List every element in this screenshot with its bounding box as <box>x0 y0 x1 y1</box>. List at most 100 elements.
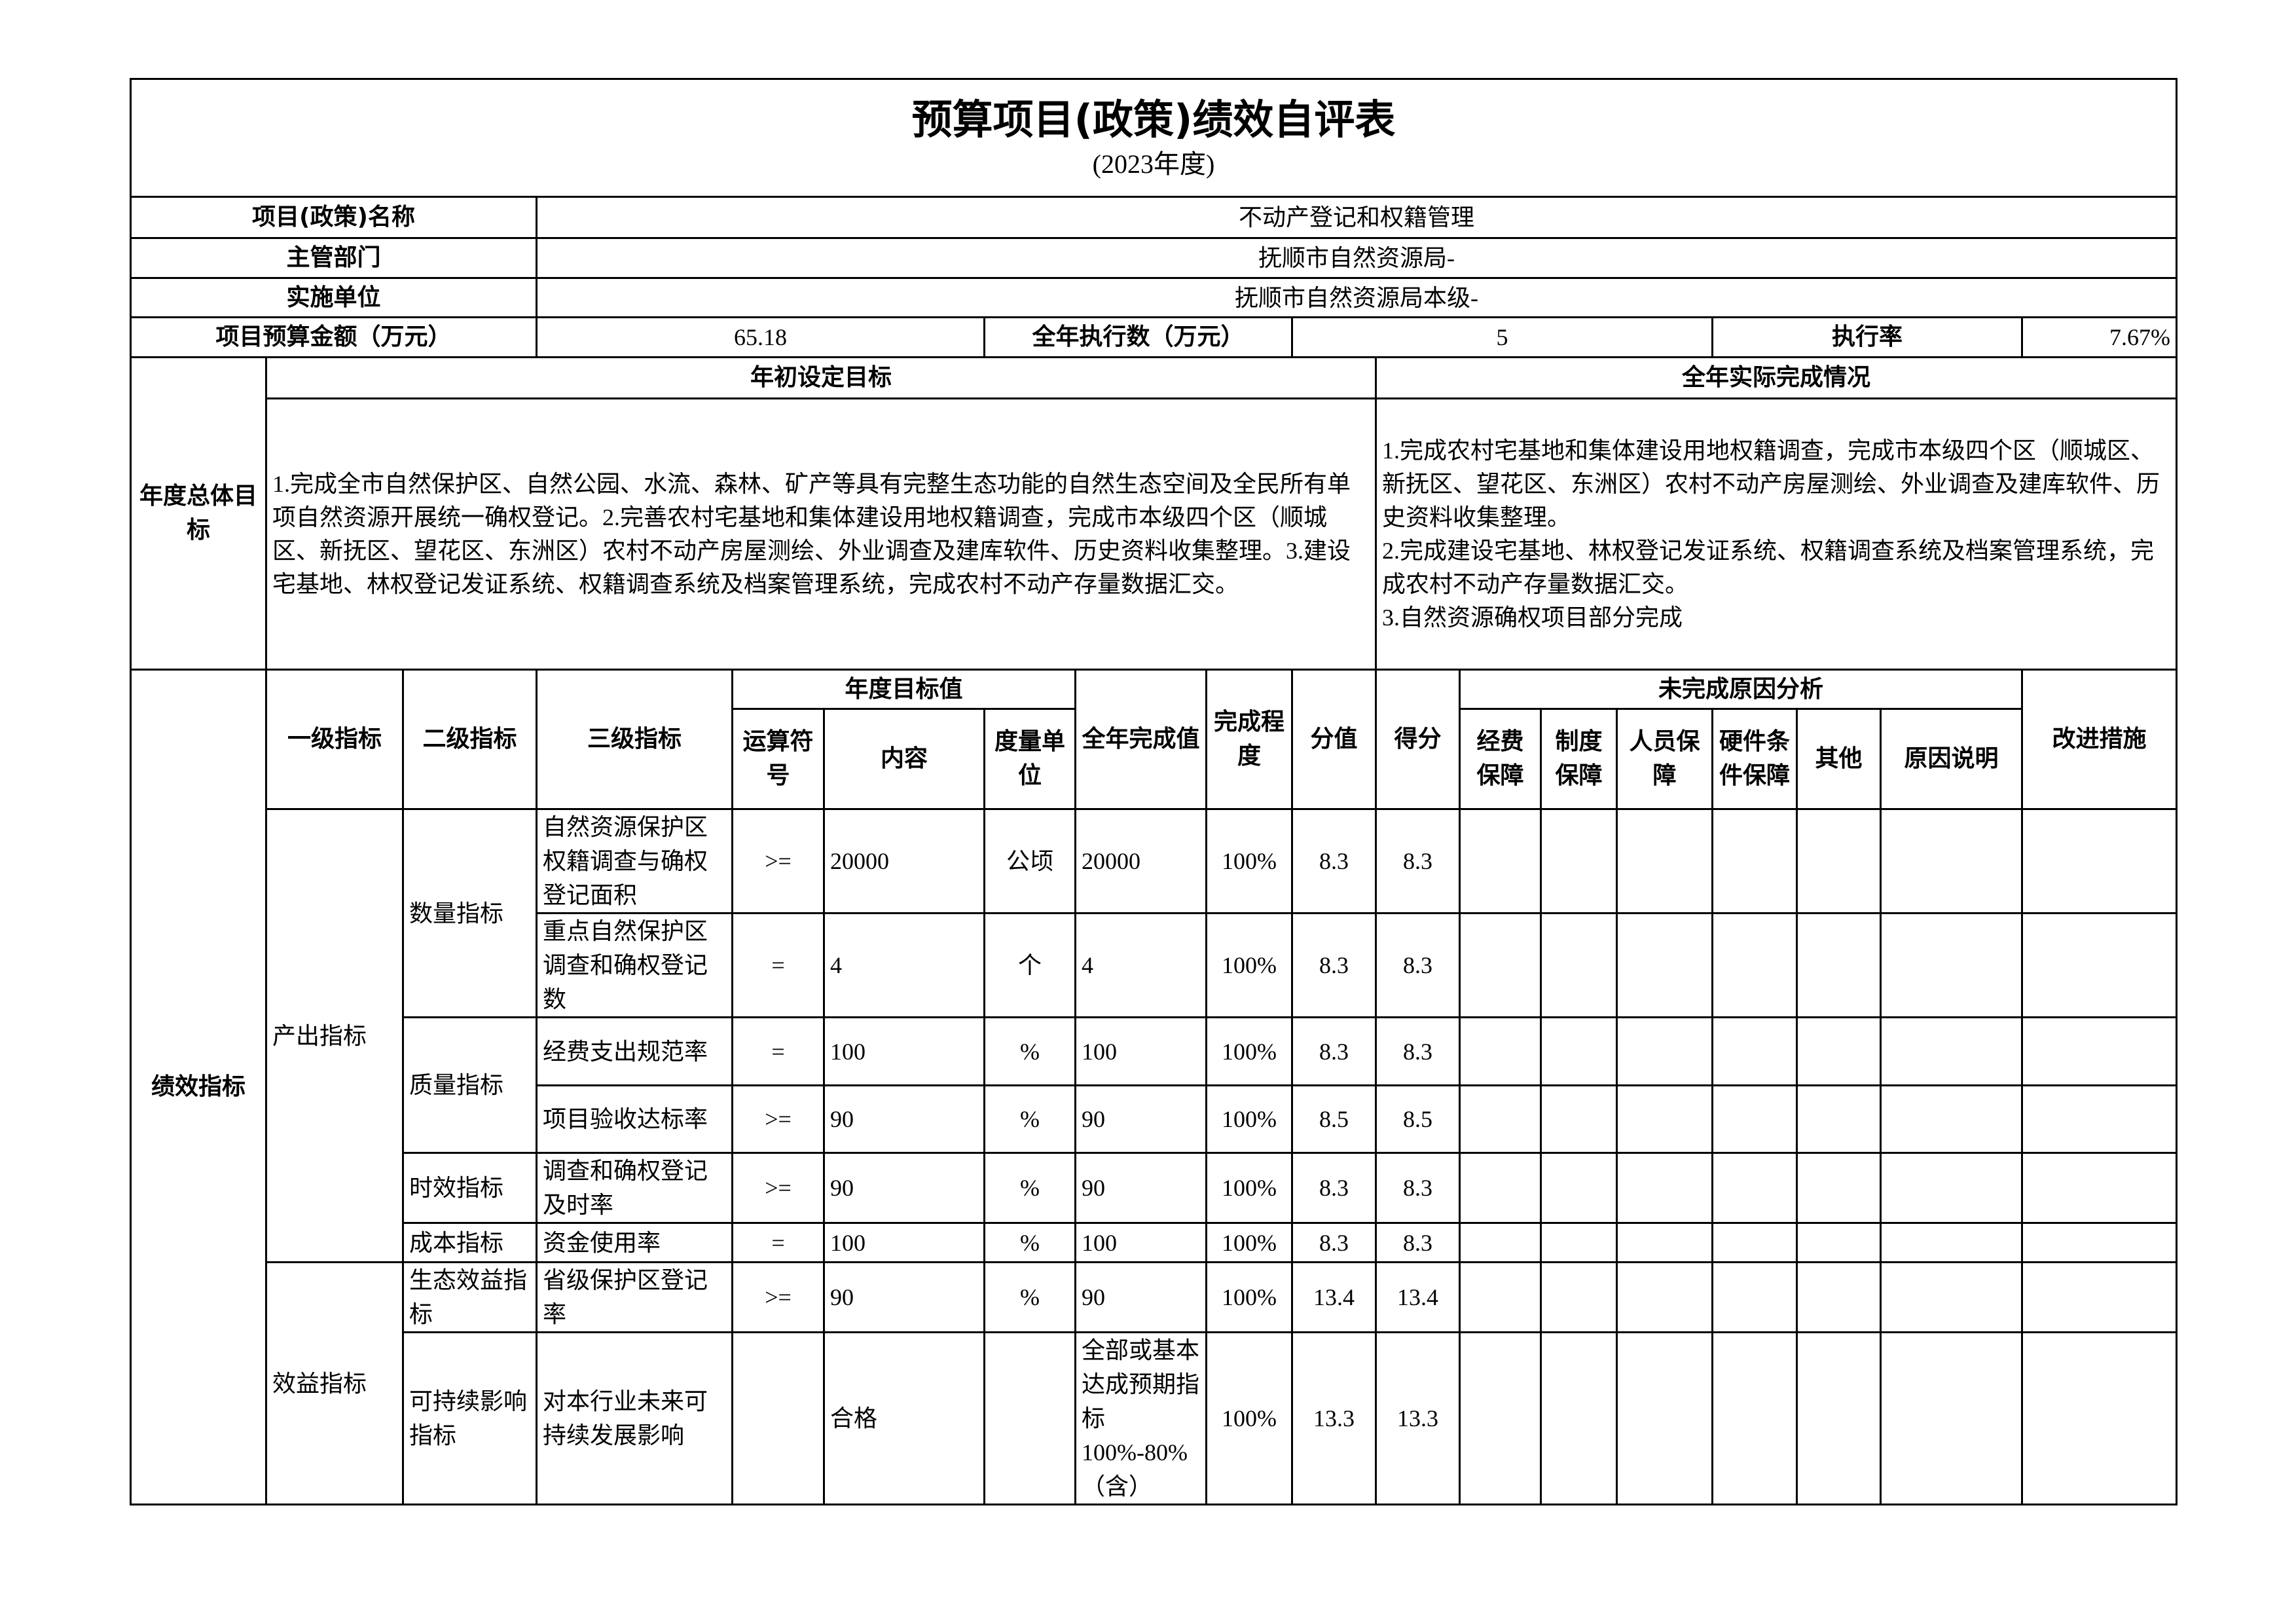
header-target: 年度目标值 <box>731 669 1076 710</box>
indicator-row: 可持续影响指标 对本行业未来可持续发展影响 合格 全部或基本达成预期指标100%-80… <box>131 1331 2178 1505</box>
other-cell <box>1796 808 1882 914</box>
indicator-row: 时效指标 调查和确权登记及时率 >= 90% 90 100% 8.3 8.3 <box>131 1152 2178 1224</box>
score-value-cell: 8.3 <box>1291 1016 1377 1086</box>
hardware-cell <box>1711 1016 1798 1086</box>
actual-cell: 90 <box>1074 1084 1207 1154</box>
department-label: 主管部门 <box>130 237 538 279</box>
degree-cell: 100% <box>1205 1261 1293 1333</box>
rate-value: 7.67% <box>2021 316 2178 358</box>
score-cell: 8.3 <box>1375 1222 1461 1263</box>
improvement-cell <box>2021 808 2178 914</box>
content-cell: 20000 <box>823 808 985 914</box>
level3-indicator: 自然资源保护区权籍调查与确权登记面积 <box>536 808 733 914</box>
score-value-cell: 8.3 <box>1291 1222 1377 1263</box>
header-level3: 三级指标 <box>536 669 733 810</box>
staff-cell <box>1616 1084 1713 1154</box>
improvement-cell <box>2021 1331 2178 1505</box>
actual-completion-text: 1.完成农村宅基地和集体建设用地权籍调查，完成市本级四个区（顺城区、新抚区、望花… <box>1375 397 2178 671</box>
unit-cell: 公顷 <box>983 808 1076 914</box>
explanation-cell <box>1880 912 2023 1018</box>
other-cell <box>1796 1084 1882 1154</box>
funding-cell <box>1459 1152 1542 1224</box>
score-cell: 13.3 <box>1375 1331 1461 1505</box>
header-improvement: 改进措施 <box>2021 669 2178 810</box>
operator-cell: >= <box>731 1152 825 1224</box>
other-cell <box>1796 1261 1882 1333</box>
staff-cell <box>1616 1222 1713 1263</box>
operator-cell: >= <box>731 808 825 914</box>
funding-cell <box>1459 912 1542 1018</box>
improvement-cell <box>2021 1016 2178 1086</box>
degree-cell: 100% <box>1205 1084 1293 1154</box>
unit-cell <box>983 1331 1076 1505</box>
improvement-cell <box>2021 1084 2178 1154</box>
actual-cell: 20000 <box>1074 808 1207 914</box>
content-cell: 100 <box>823 1222 985 1263</box>
level3-indicator: 经费支出规范率 <box>536 1016 733 1086</box>
staff-cell <box>1616 1331 1713 1505</box>
unit-cell: % <box>983 1222 1076 1263</box>
project-name-value: 不动产登记和权籍管理 <box>536 196 2178 239</box>
page-title: 预算项目(政策)绩效自评表 <box>911 95 1396 143</box>
initial-goals-header: 年初设定目标 <box>265 356 1377 399</box>
explanation-cell <box>1880 1016 2023 1086</box>
title-cell: 预算项目(政策)绩效自评表 (2023年度) <box>130 78 2178 198</box>
explanation-cell <box>1880 1152 2023 1224</box>
score-value-cell: 8.3 <box>1291 1152 1377 1224</box>
score-cell: 8.3 <box>1375 808 1461 914</box>
header-explanation: 原因说明 <box>1880 708 2023 810</box>
system-cell <box>1540 808 1618 914</box>
header-actual: 全年完成值 <box>1074 669 1207 810</box>
staff-cell <box>1616 808 1713 914</box>
unit-value: 抚顺市自然资源局本级- <box>536 277 2178 318</box>
explanation-cell <box>1880 1222 2023 1263</box>
level2-indicator: 成本指标 <box>402 1222 538 1263</box>
unit-cell: % <box>983 1084 1076 1154</box>
operator-cell <box>731 1331 825 1505</box>
project-name-label: 项目(政策)名称 <box>130 196 538 239</box>
level2-indicator: 质量指标 <box>402 1016 538 1154</box>
rate-label: 执行率 <box>1711 316 2023 358</box>
header-degree: 完成程度 <box>1205 669 1293 810</box>
degree-cell: 100% <box>1205 912 1293 1018</box>
header-content: 内容 <box>823 708 985 810</box>
score-value-cell: 13.4 <box>1291 1261 1377 1333</box>
content-cell: 90 <box>823 1261 985 1333</box>
hardware-cell <box>1711 1152 1798 1224</box>
budget-value: 65.18 <box>536 316 985 358</box>
executed-label: 全年执行数（万元） <box>983 316 1293 358</box>
hardware-cell <box>1711 1331 1798 1505</box>
score-value-cell: 8.3 <box>1291 808 1377 914</box>
other-cell <box>1796 1016 1882 1086</box>
header-operator: 运算符号 <box>731 708 825 810</box>
actual-cell: 100 <box>1074 1222 1207 1263</box>
system-cell <box>1540 1152 1618 1224</box>
actual-cell: 100 <box>1074 1016 1207 1086</box>
score-value-cell: 8.3 <box>1291 912 1377 1018</box>
funding-cell <box>1459 1222 1542 1263</box>
actual-cell: 90 <box>1074 1152 1207 1224</box>
staff-cell <box>1616 1261 1713 1333</box>
hardware-cell <box>1711 1222 1798 1263</box>
executed-value: 5 <box>1291 316 1713 358</box>
content-cell: 合格 <box>823 1331 985 1505</box>
system-cell <box>1540 1261 1618 1333</box>
operator-cell: >= <box>731 1261 825 1333</box>
unit-cell: % <box>983 1261 1076 1333</box>
actual-cell: 90 <box>1074 1261 1207 1333</box>
system-cell <box>1540 1016 1618 1086</box>
level3-indicator: 项目验收达标率 <box>536 1084 733 1154</box>
explanation-cell <box>1880 808 2023 914</box>
unit-label: 实施单位 <box>130 277 538 318</box>
score-cell: 8.3 <box>1375 1152 1461 1224</box>
improvement-cell <box>2021 912 2178 1018</box>
staff-cell <box>1616 912 1713 1018</box>
degree-cell: 100% <box>1205 1331 1293 1505</box>
system-cell <box>1540 1084 1618 1154</box>
score-cell: 8.5 <box>1375 1084 1461 1154</box>
hardware-cell <box>1711 808 1798 914</box>
level2-indicator: 可持续影响指标 <box>402 1331 538 1505</box>
level1-indicator: 效益指标 <box>265 1261 404 1505</box>
score-cell: 13.4 <box>1375 1261 1461 1333</box>
system-cell <box>1540 1222 1618 1263</box>
